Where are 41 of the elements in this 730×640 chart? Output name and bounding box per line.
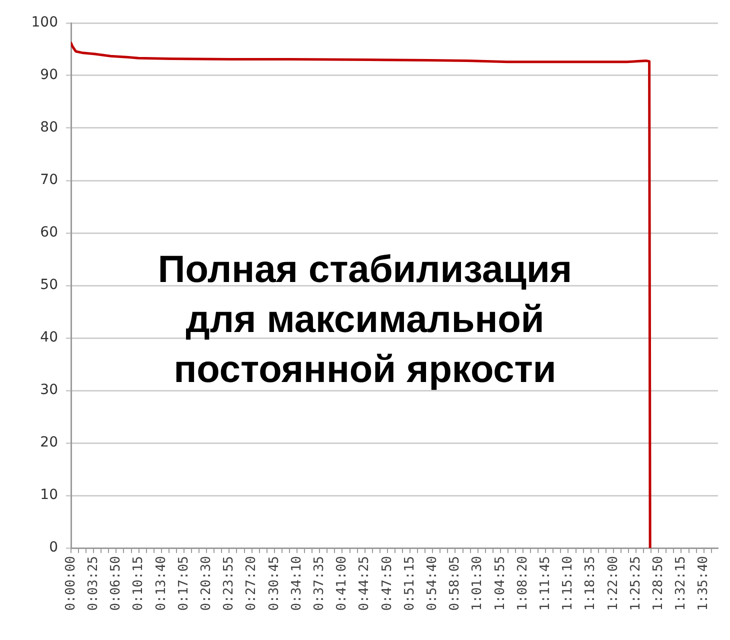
x-tick-label: 1:11:45	[538, 556, 554, 611]
x-tick-label: 0:13:40	[154, 556, 169, 611]
x-tick-label: 0:17:05	[176, 556, 192, 611]
x-tick-label: 0:03:25	[86, 556, 101, 611]
x-tick-label: 0:10:15	[131, 556, 146, 611]
y-tick-label: 90	[40, 67, 58, 84]
x-tick-label: 0:20:30	[198, 556, 214, 611]
x-tick-label: 0:27:20	[244, 556, 260, 611]
x-tick-label: 0:37:35	[312, 556, 327, 611]
x-tick-label: 0:34:10	[289, 556, 304, 611]
y-tick-label: 20	[40, 434, 58, 451]
x-tick-label: 0:44:25	[357, 556, 372, 611]
y-tick-label: 60	[40, 224, 58, 241]
x-tick-label: 1:04:55	[492, 556, 508, 611]
x-tick-label: 0:58:05	[448, 556, 463, 611]
y-tick-label: 40	[40, 330, 58, 346]
x-tick-label: 0:41:00	[334, 556, 350, 611]
annotation: Полная стабилизация для максимальной постоянной яркости	[156, 248, 574, 393]
x-tick-label: 0:00:00	[63, 556, 78, 611]
y-tick-label: 10	[40, 487, 58, 504]
y-tick-label: 0	[49, 540, 58, 556]
x-tick-label: 0:23:55	[222, 556, 237, 611]
x-tick-label: 0:54:40	[425, 556, 440, 611]
y-tick-label: 30	[40, 382, 58, 398]
x-tick-label: 1:01:30	[470, 556, 486, 611]
x-tick-label: 1:32:15	[674, 556, 689, 611]
x-tick-label: 1:18:35	[583, 556, 598, 611]
y-tick-label: 70	[40, 172, 58, 188]
x-tick-label: 0:51:15	[402, 556, 418, 611]
x-tick-label: 1:28:50	[651, 556, 666, 611]
x-tick-label: 1:35:40	[696, 556, 712, 611]
x-tick-label: 1:15:10	[560, 556, 576, 611]
x-tick-label: 1:25:25	[628, 556, 644, 611]
y-tick-label: 100	[31, 14, 58, 31]
x-tick-label: 1:08:20	[515, 556, 530, 611]
y-tick-label: 50	[40, 277, 58, 294]
x-tick-label: 0:47:50	[380, 556, 395, 611]
x-tick-label: 0:30:45	[266, 556, 282, 611]
x-tick-label: 0:06:50	[108, 556, 124, 611]
x-tick-label: 1:22:00	[606, 556, 621, 611]
y-tick-label: 80	[40, 120, 58, 136]
